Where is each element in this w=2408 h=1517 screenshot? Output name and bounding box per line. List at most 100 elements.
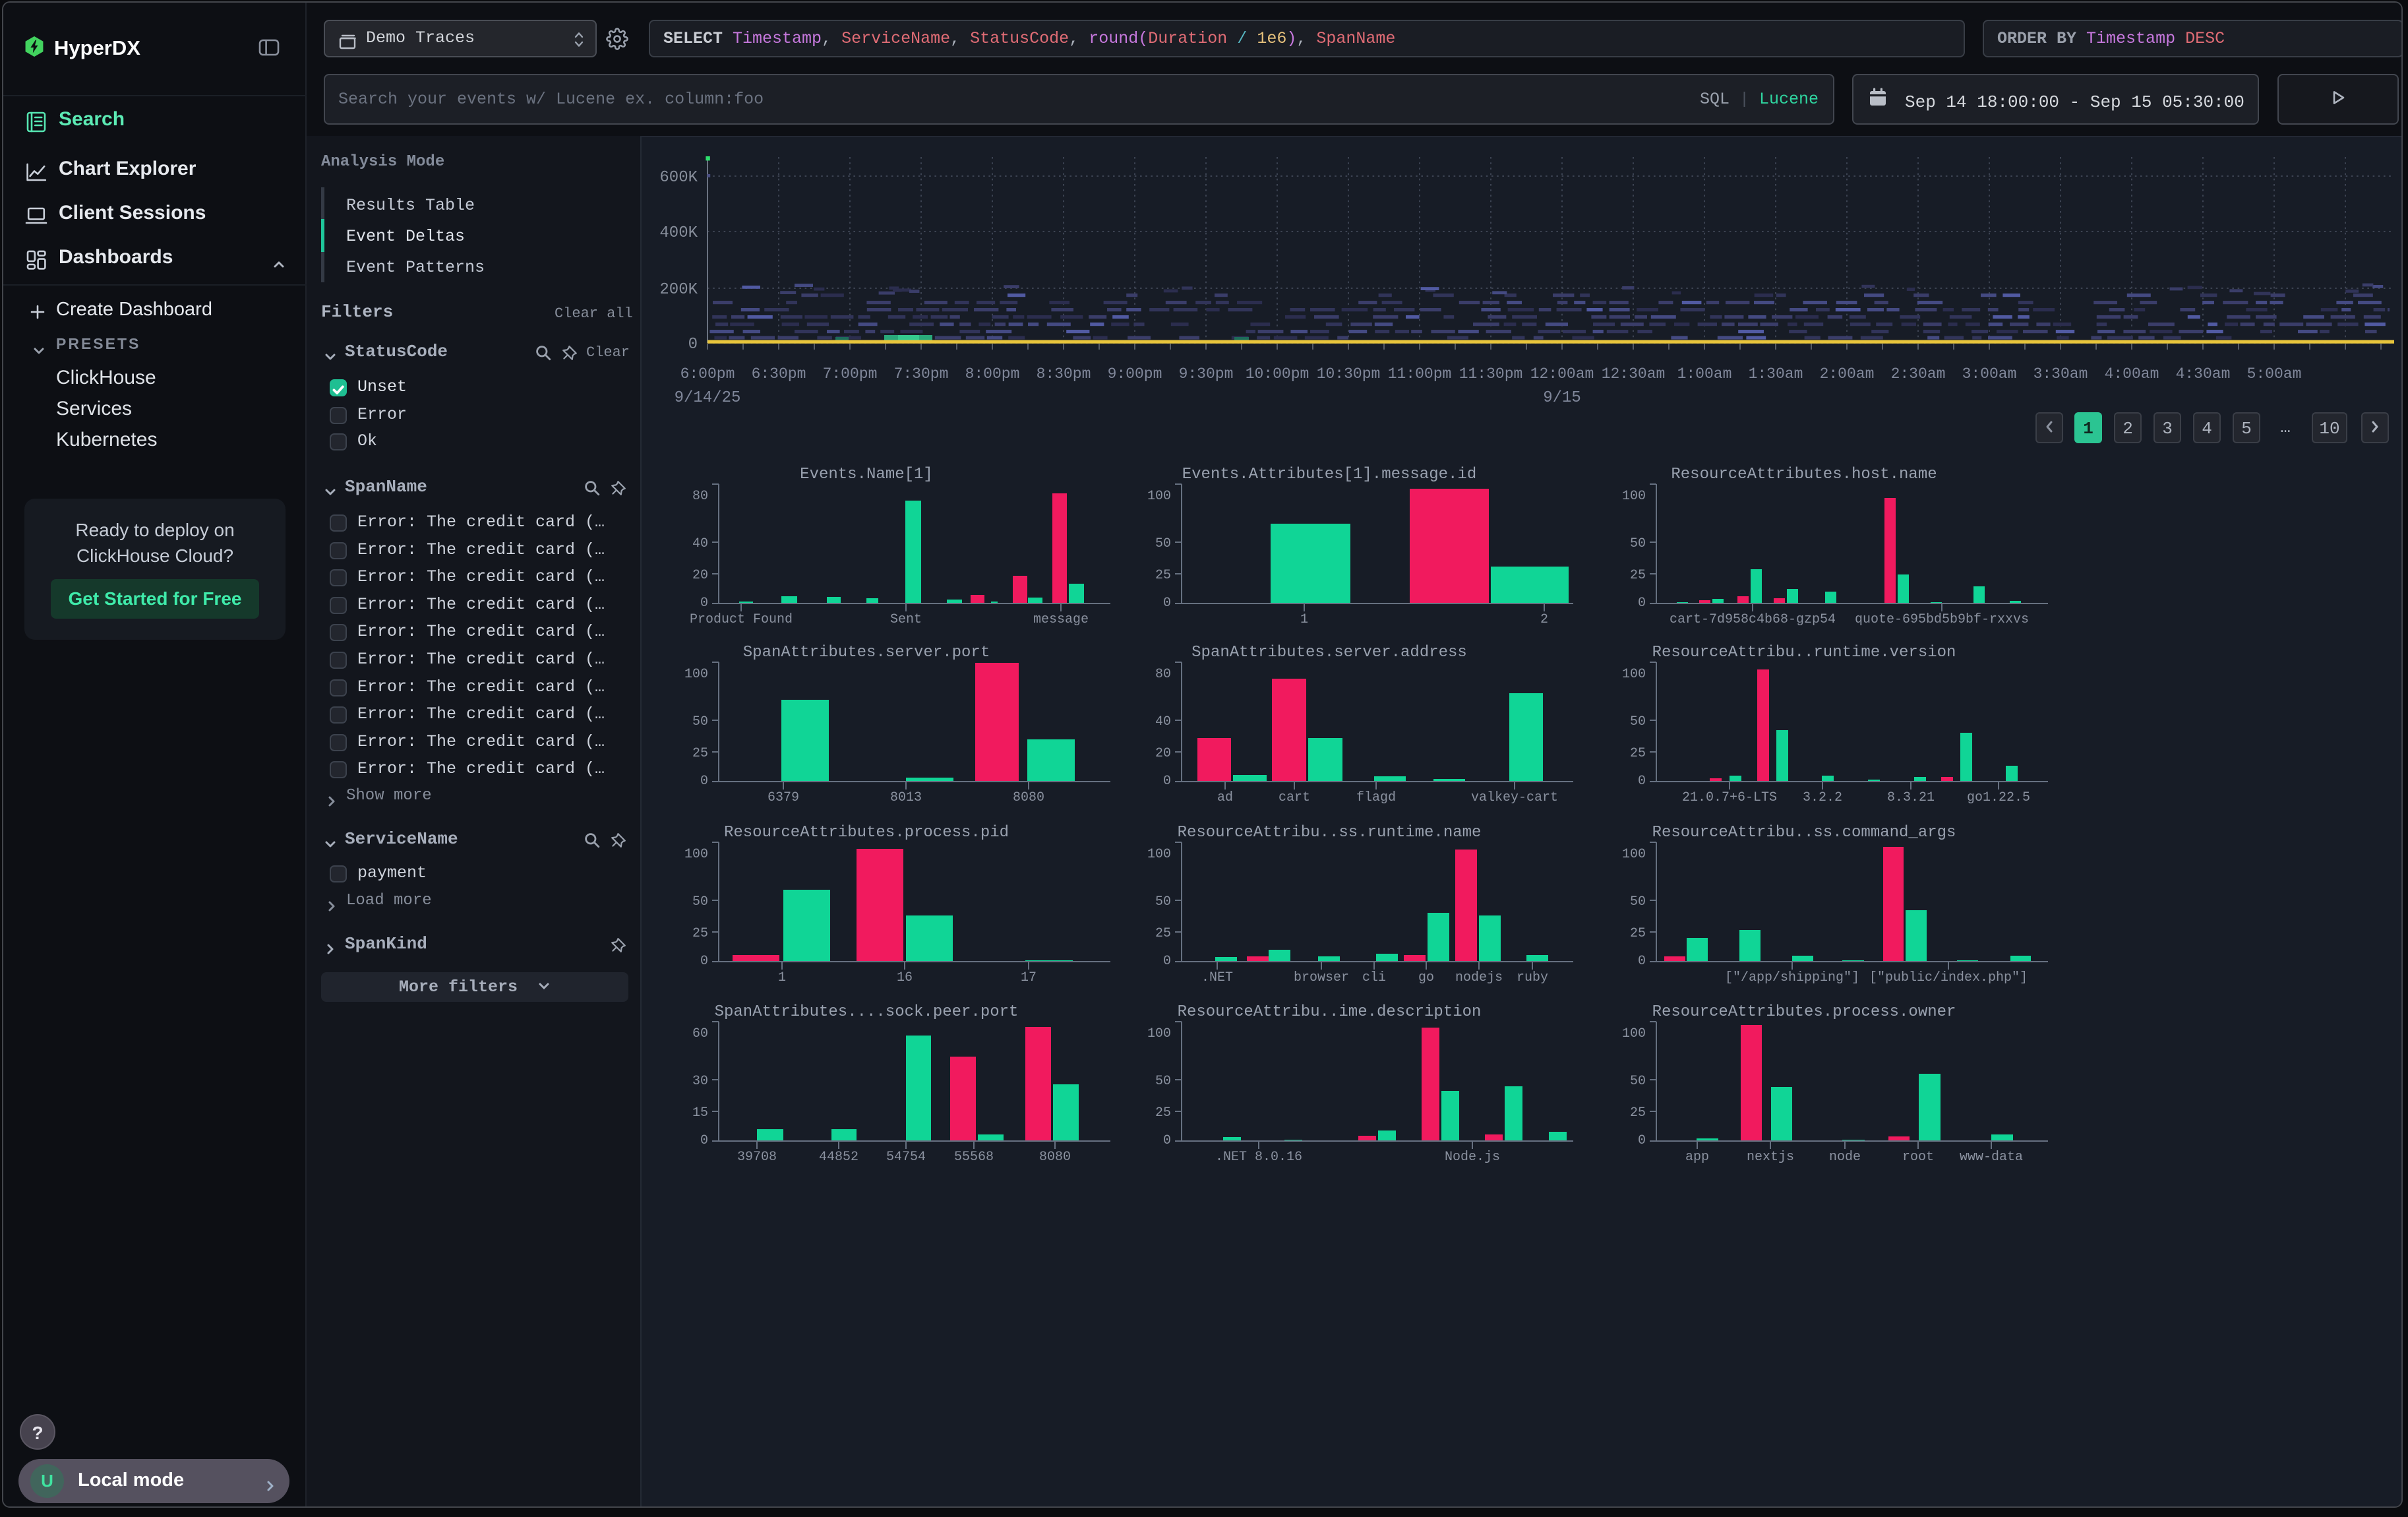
svg-text:Node.js: Node.js [1445,1150,1500,1165]
svg-text:www-data: www-data [1960,1150,2023,1165]
svg-text:message: message [1033,612,1089,627]
svg-text:cli: cli [1362,970,1386,985]
svg-text:1:00am: 1:00am [1677,365,1732,383]
svg-text:0: 0 [1638,596,1646,611]
svg-text:400K: 400K [659,224,698,242]
svg-text:8.3.21: 8.3.21 [1887,790,1935,805]
svg-text:ResourceAttribu..ime.descripti: ResourceAttribu..ime.description [1178,1003,1482,1021]
svg-text:["/app/shipping"]: ["/app/shipping"] [1725,970,1859,985]
svg-text:30: 30 [692,1074,708,1089]
svg-text:0: 0 [1638,774,1646,789]
svg-text:9/15: 9/15 [1543,389,1581,407]
svg-text:25: 25 [692,746,708,761]
svg-text:node: node [1829,1150,1861,1165]
svg-text:9:30pm: 9:30pm [1179,365,1234,383]
svg-text:ResourceAttributes.host.name: ResourceAttributes.host.name [1671,466,1937,483]
svg-text:2:30am: 2:30am [1891,365,1946,383]
svg-text:4:30am: 4:30am [2176,365,2231,383]
svg-text:20: 20 [692,568,708,583]
svg-text:ad: ad [1217,790,1233,805]
svg-text:0: 0 [700,954,708,969]
svg-text:4:00am: 4:00am [2105,365,2159,383]
svg-text:25: 25 [1630,926,1646,941]
svg-text:Events.Name[1]: Events.Name[1] [800,466,933,483]
svg-text:10:00pm: 10:00pm [1246,365,1309,383]
svg-text:100: 100 [684,667,708,682]
svg-text:0: 0 [1163,1133,1171,1148]
svg-text:nodejs: nodejs [1455,970,1503,985]
svg-text:.NET: .NET [1201,970,1233,985]
svg-text:11:30pm: 11:30pm [1459,365,1523,383]
svg-text:39708: 39708 [737,1150,777,1165]
svg-text:Events.Attributes[1].message.i: Events.Attributes[1].message.id [1182,466,1476,483]
svg-text:25: 25 [1630,746,1646,761]
svg-text:browser: browser [1294,970,1349,985]
svg-text:40: 40 [692,536,708,551]
svg-text:17: 17 [1021,970,1037,985]
svg-text:11:00pm: 11:00pm [1388,365,1452,383]
svg-text:3:30am: 3:30am [2033,365,2088,383]
svg-text:0: 0 [1163,954,1171,969]
svg-text:ResourceAttribu..ss.command_ar: ResourceAttribu..ss.command_args [1652,824,1956,842]
svg-text:50: 50 [1630,714,1646,729]
svg-text:200K: 200K [659,281,698,299]
svg-text:12:30am: 12:30am [1602,365,1666,383]
svg-text:8080: 8080 [1013,790,1044,805]
svg-text:50: 50 [1630,536,1646,551]
svg-text:10:30pm: 10:30pm [1317,365,1381,383]
svg-text:9/14/25: 9/14/25 [675,389,741,407]
svg-text:Sent: Sent [890,612,922,627]
svg-text:quote-695bd5b9bf-rxxvs: quote-695bd5b9bf-rxxvs [1855,612,2029,627]
svg-text:0: 0 [700,596,708,611]
svg-text:25: 25 [1630,1105,1646,1121]
svg-text:50: 50 [1155,1074,1171,1089]
svg-text:cart: cart [1279,790,1310,805]
svg-text:50: 50 [1630,894,1646,910]
svg-text:flagd: flagd [1356,790,1396,805]
svg-text:12:00am: 12:00am [1530,365,1594,383]
svg-text:50: 50 [1630,1074,1646,1089]
svg-text:100: 100 [1622,847,1646,862]
svg-text:50: 50 [692,894,708,910]
svg-text:100: 100 [1147,847,1171,862]
svg-text:0: 0 [700,774,708,789]
svg-text:25: 25 [1155,568,1171,583]
svg-text:100: 100 [1622,667,1646,682]
svg-text:nextjs: nextjs [1747,1150,1794,1165]
svg-text:ruby: ruby [1517,970,1548,985]
svg-text:7:30pm: 7:30pm [894,365,949,383]
svg-text:8013: 8013 [890,790,922,805]
svg-text:8:30pm: 8:30pm [1037,365,1091,383]
svg-text:.NET 8.0.16: .NET 8.0.16 [1215,1150,1302,1165]
svg-text:100: 100 [1147,489,1171,504]
svg-text:25: 25 [1155,1105,1171,1121]
svg-text:60: 60 [692,1026,708,1041]
svg-text:50: 50 [1155,894,1171,910]
svg-text:50: 50 [692,714,708,729]
svg-text:9:00pm: 9:00pm [1108,365,1162,383]
svg-text:go1.22.5: go1.22.5 [1967,790,2030,805]
svg-text:SpanAttributes.server.address: SpanAttributes.server.address [1191,644,1467,662]
svg-text:25: 25 [1630,568,1646,583]
svg-text:ResourceAttribu..runtime.versi: ResourceAttribu..runtime.version [1652,644,1956,662]
svg-text:1:30am: 1:30am [1749,365,1803,383]
svg-text:ResourceAttributes.process.pid: ResourceAttributes.process.pid [724,824,1009,842]
svg-text:100: 100 [684,847,708,862]
svg-text:6:00pm: 6:00pm [680,365,735,383]
svg-text:100: 100 [1622,1026,1646,1041]
svg-text:0: 0 [700,1133,708,1148]
svg-text:root: root [1902,1150,1934,1165]
svg-text:25: 25 [692,926,708,941]
svg-text:0: 0 [1638,1133,1646,1148]
svg-text:600K: 600K [659,169,698,187]
svg-text:ResourceAttributes.process.own: ResourceAttributes.process.owner [1652,1003,1956,1021]
svg-text:0: 0 [1638,954,1646,969]
svg-text:6379: 6379 [768,790,799,805]
svg-text:1: 1 [778,970,786,985]
svg-text:8:00pm: 8:00pm [965,365,1020,383]
svg-text:100: 100 [1147,1026,1171,1041]
svg-text:3:00am: 3:00am [1962,365,2017,383]
svg-text:44852: 44852 [819,1150,858,1165]
svg-text:55568: 55568 [954,1150,994,1165]
svg-text:50: 50 [1155,536,1171,551]
